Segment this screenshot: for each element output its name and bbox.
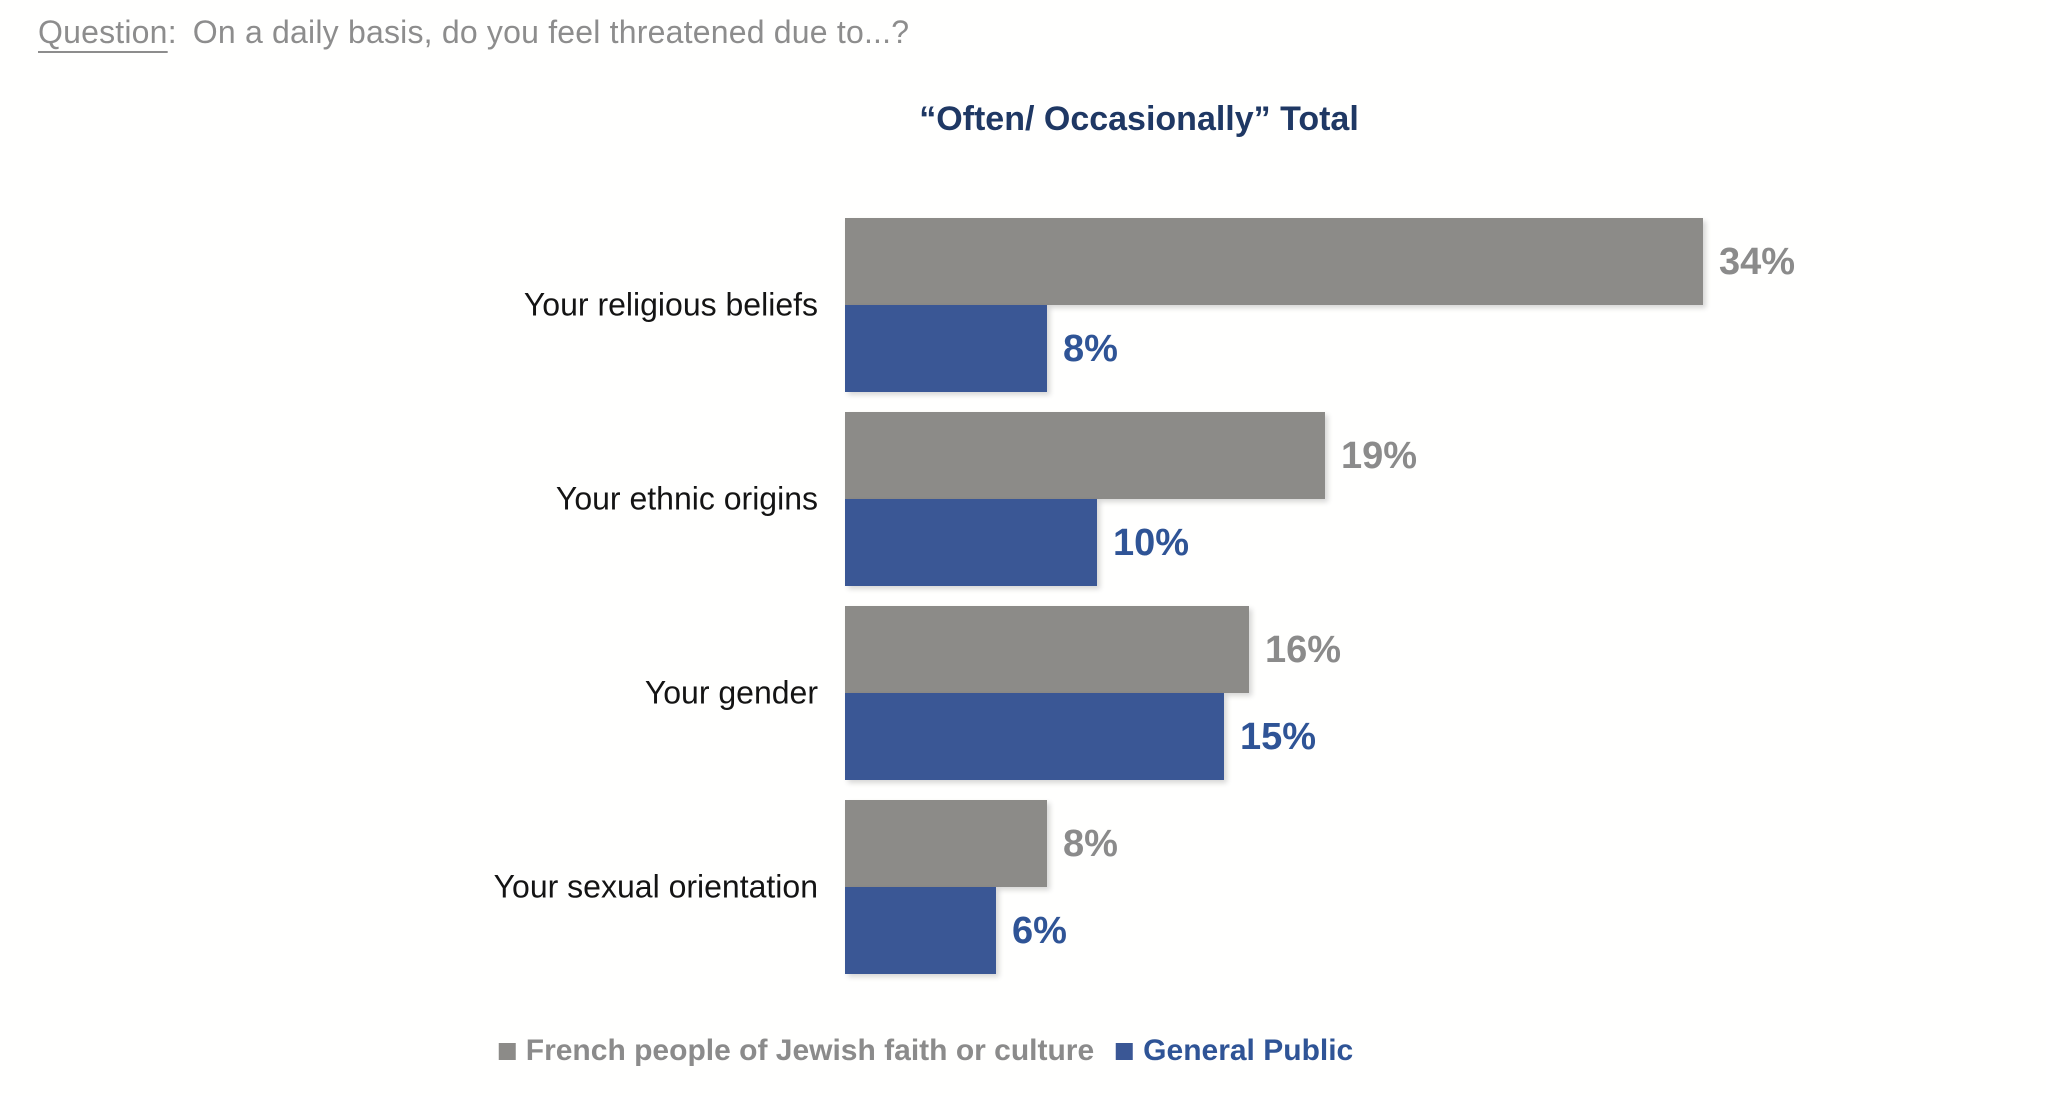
bar-french-jewish-ethnic: [845, 412, 1325, 499]
bar-french-jewish-religious: [845, 218, 1703, 305]
legend-item-french-jewish: French people of Jewish faith or culture: [498, 1034, 1095, 1067]
bar-general-public-ethnic: [845, 499, 1097, 586]
bar-general-public-sexual-orientation: [845, 887, 996, 974]
category-label-gender: Your gender: [644, 674, 818, 711]
category-label-religious-beliefs: Your religious beliefs: [523, 286, 818, 323]
value-label-french-jewish-sexual-orientation: 8%: [1063, 822, 1118, 865]
question-colon: :: [167, 14, 177, 50]
legend-label-general-public: General Public: [1143, 1034, 1354, 1067]
category-label-sexual-orientation: Your sexual orientation: [493, 868, 818, 905]
question-label: Question: [38, 14, 168, 50]
chart-title: “Often/ Occasionally” Total: [919, 100, 1359, 138]
question: Question: On a daily basis, do you feel t…: [38, 14, 909, 51]
value-label-french-jewish-gender: 16%: [1265, 628, 1342, 671]
value-label-general-public-religious: 8%: [1063, 327, 1118, 370]
bar-french-jewish-sexual-orientation: [845, 800, 1047, 887]
legend-swatch-general-public-icon: [1116, 1042, 1134, 1060]
value-label-general-public-gender: 15%: [1240, 715, 1317, 758]
category-label-ethnic-origins: Your ethnic origins: [555, 480, 818, 517]
legend: French people of Jewish faith or culture…: [498, 1034, 1353, 1067]
bar-french-jewish-gender: [845, 606, 1249, 693]
question-text: On a daily basis, do you feel threatened…: [192, 14, 910, 50]
legend-item-general-public: General Public: [1116, 1036, 1353, 1066]
value-label-general-public-sexual-orientation: 6%: [1012, 909, 1067, 952]
value-label-general-public-ethnic: 10%: [1113, 521, 1190, 564]
legend-swatch-french-jewish-icon: [498, 1042, 516, 1060]
bar-general-public-religious: [845, 305, 1047, 392]
legend-label-french-jewish: French people of Jewish faith or culture: [525, 1034, 1095, 1067]
bar-general-public-gender: [845, 693, 1224, 780]
value-label-french-jewish-ethnic: 19%: [1341, 434, 1418, 477]
value-label-french-jewish-religious: 34%: [1719, 240, 1796, 283]
